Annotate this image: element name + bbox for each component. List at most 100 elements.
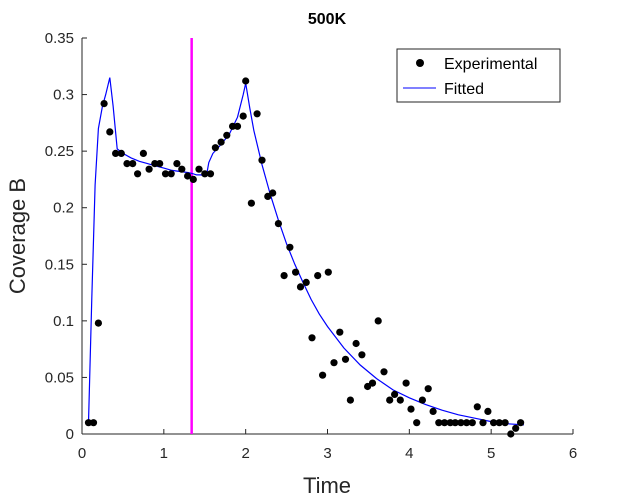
plot-area [82, 38, 573, 434]
data-point-experimental [274, 220, 282, 228]
data-point-experimental [479, 419, 487, 427]
data-point-experimental [512, 424, 520, 432]
data-point-experimental [269, 189, 277, 197]
data-point-experimental [396, 396, 404, 404]
y-tick-label: 0.25 [45, 143, 74, 160]
data-point-experimental [292, 268, 300, 276]
data-point-experimental [253, 110, 261, 118]
data-point-experimental [156, 160, 164, 168]
y-tick-label: 0.1 [53, 313, 74, 330]
data-point-experimental [418, 396, 426, 404]
data-point-experimental [495, 419, 503, 427]
data-point-experimental [490, 419, 498, 427]
data-point-experimental [358, 351, 366, 359]
data-point-experimental [457, 419, 465, 427]
x-tick-label: 3 [323, 445, 331, 462]
data-point-experimental [286, 243, 294, 251]
data-point-experimental [195, 165, 203, 173]
data-point-experimental [167, 170, 175, 178]
data-point-experimental [468, 419, 476, 427]
tick-marks: 0 1 2 3 4 5 6 0 0.05 0.1 0.15 0.2 0.25 0.3 0.35 [45, 30, 577, 462]
x-tick-label: 0 [78, 445, 86, 462]
data-point-experimental [280, 272, 288, 280]
y-tick-label: 0 [66, 426, 74, 443]
data-point-experimental [352, 339, 360, 348]
data-point-experimental [484, 407, 492, 415]
data-point-experimental [413, 419, 421, 427]
data-point-experimental [451, 419, 459, 427]
data-point-experimental [206, 170, 215, 178]
chart-title: 500K [308, 11, 347, 28]
data-point-experimental [100, 100, 108, 108]
y-tick-label: 0.05 [45, 369, 74, 386]
y-axis-label: Coverage B [5, 178, 30, 294]
data-point-experimental [346, 396, 354, 404]
data-point-experimental [173, 160, 181, 168]
data-point-experimental [223, 131, 231, 139]
data-point-experimental [463, 419, 471, 427]
data-point-experimental [139, 149, 147, 157]
data-point-experimental [258, 156, 266, 164]
data-point-experimental [134, 170, 142, 178]
data-point-experimental [330, 359, 338, 367]
legend-label-experimental: Experimental [444, 56, 537, 73]
data-point-experimental [129, 160, 137, 168]
data-point-experimental [319, 371, 327, 379]
legend-label-fitted: Fitted [444, 81, 484, 98]
data-point-experimental [94, 319, 102, 327]
data-point-experimental [84, 419, 93, 427]
y-tick-label: 0.15 [45, 256, 74, 273]
data-point-experimental [117, 149, 125, 157]
data-point-experimental [189, 175, 197, 183]
data-point-experimental [239, 112, 247, 120]
data-point-experimental [112, 149, 120, 157]
data-point-experimental [308, 334, 316, 342]
data-point-experimental [211, 144, 219, 152]
data-point-experimental [336, 328, 344, 336]
data-point-experimental [368, 379, 377, 387]
x-tick-label: 1 [160, 445, 168, 462]
x-tick-label: 6 [569, 445, 577, 462]
y-tick-label: 0.2 [53, 200, 74, 217]
legend-box [396, 48, 561, 103]
data-point-experimental [501, 419, 509, 427]
data-point-experimental [374, 317, 382, 325]
data-point-experimental [507, 430, 515, 438]
data-point-experimental [386, 396, 394, 404]
data-point-experimental [407, 405, 415, 413]
data-point-experimental [324, 268, 332, 276]
data-point-experimental [435, 419, 443, 427]
data-point-experimental [380, 368, 388, 376]
legend: Experimental Fitted [396, 48, 561, 103]
data-point-experimental [184, 172, 192, 180]
y-tick-label: 0.3 [53, 87, 74, 104]
data-point-experimental [296, 283, 305, 291]
data-point-experimental [341, 355, 350, 363]
x-tick-label: 4 [405, 445, 413, 462]
data-point-experimental [473, 403, 481, 411]
data-point-experimental [201, 170, 209, 178]
data-point-experimental [302, 278, 310, 286]
x-tick-label: 5 [487, 445, 495, 462]
x-tick-label: 2 [241, 445, 249, 462]
plot-marks [84, 38, 525, 438]
data-point-experimental [314, 272, 322, 280]
data-point-experimental [391, 390, 399, 398]
data-point-experimental [242, 77, 250, 85]
legend-marker-experimental [416, 59, 424, 67]
x-axis-label: Time [303, 473, 351, 498]
data-point-experimental [517, 419, 525, 427]
data-point-experimental [424, 385, 432, 393]
data-point-experimental [233, 122, 242, 130]
data-point-experimental [440, 419, 449, 427]
data-point-experimental [161, 170, 170, 178]
data-point-experimental [429, 407, 437, 415]
data-point-experimental [123, 160, 131, 168]
data-point-experimental [178, 165, 186, 173]
data-point-experimental [89, 419, 98, 427]
data-point-experimental [247, 199, 255, 207]
y-tick-label: 0.35 [45, 30, 74, 47]
data-point-experimental [106, 128, 114, 136]
data-point-experimental [402, 379, 410, 387]
